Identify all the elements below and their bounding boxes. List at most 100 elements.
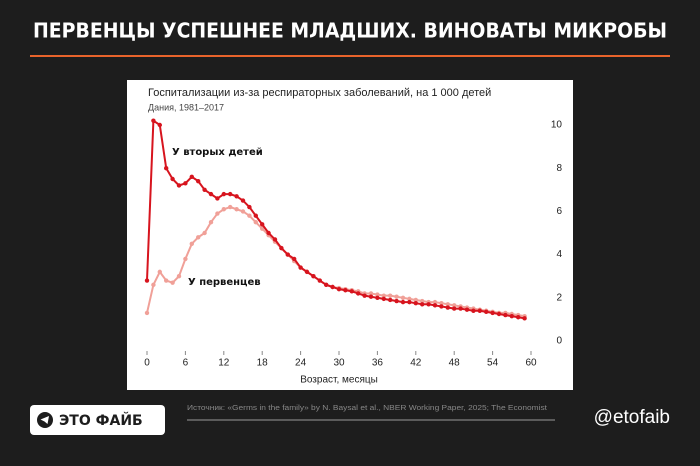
y-tick-label: 10	[551, 120, 563, 131]
data-point	[426, 302, 431, 307]
data-point	[503, 312, 508, 318]
x-tick-label: 0	[144, 358, 150, 369]
y-tick-label: 6	[556, 206, 562, 217]
source-note: Источник: «Germs in the family» by N. Ba…	[187, 405, 547, 412]
x-tick-label: 24	[295, 358, 307, 369]
data-point	[381, 293, 386, 298]
data-point	[298, 265, 303, 270]
data-point	[164, 166, 169, 171]
chart-panel	[127, 80, 573, 390]
x-tick-label: 36	[372, 358, 384, 369]
data-point	[452, 303, 457, 308]
x-tick-label: 18	[257, 358, 269, 369]
data-point	[407, 296, 412, 302]
series-label: У первенцев	[188, 277, 261, 288]
data-point	[221, 191, 226, 197]
data-point	[496, 311, 502, 317]
data-point	[208, 220, 214, 225]
data-point	[189, 241, 194, 246]
brand-badge	[30, 405, 165, 435]
chart-subtitle: Дания, 1981–2017	[148, 102, 224, 112]
data-point	[221, 207, 226, 212]
data-point	[413, 297, 418, 303]
x-axis-label: Возраст, месяцы	[300, 375, 378, 386]
data-point	[400, 299, 406, 305]
data-point	[240, 209, 246, 214]
data-point	[362, 293, 367, 298]
header-title: ПЕРВЕНЦЫ УСПЕШНЕЕ МЛАДШИХ. ВИНОВАТЫ МИКР…	[33, 19, 667, 43]
data-point	[202, 230, 207, 236]
y-tick-label: 8	[556, 163, 562, 174]
data-point	[317, 278, 322, 283]
data-point	[400, 295, 406, 300]
data-point	[266, 230, 271, 236]
data-point	[260, 222, 265, 227]
data-point	[368, 294, 374, 299]
data-point	[272, 237, 278, 242]
data-point	[432, 299, 438, 305]
data-point	[196, 235, 201, 240]
data-point	[407, 299, 412, 305]
data-point	[349, 289, 354, 294]
telegram-plane	[40, 416, 49, 424]
data-point	[413, 301, 418, 306]
data-point	[311, 274, 316, 279]
data-point	[304, 269, 310, 275]
data-point	[144, 310, 150, 316]
y-tick-label: 0	[556, 336, 562, 347]
data-point	[196, 178, 201, 184]
data-point	[228, 191, 233, 197]
data-point	[176, 274, 182, 279]
data-point	[490, 310, 495, 316]
data-point	[375, 295, 380, 300]
data-point	[234, 194, 239, 199]
data-point	[215, 211, 220, 216]
data-point	[432, 303, 438, 308]
data-point	[375, 292, 380, 297]
data-point	[324, 282, 329, 288]
data-point	[164, 278, 169, 283]
data-point	[176, 183, 182, 188]
data-point	[183, 181, 188, 186]
data-point	[170, 280, 175, 285]
data-point	[228, 204, 233, 210]
data-point	[343, 288, 348, 293]
data-point	[189, 174, 194, 180]
data-point	[234, 207, 239, 212]
data-point	[394, 298, 399, 304]
y-tick-label: 4	[556, 249, 562, 260]
data-point	[439, 304, 444, 309]
data-point	[247, 213, 252, 218]
x-tick-label: 30	[333, 358, 345, 369]
chart-title: Госпитализации из-за респираторных забол…	[148, 87, 491, 99]
data-point	[253, 213, 258, 218]
data-point	[215, 196, 220, 201]
x-tick-label: 42	[410, 358, 422, 369]
data-point	[151, 118, 156, 123]
x-tick-label: 12	[218, 358, 230, 369]
data-point	[208, 191, 214, 197]
data-point	[292, 256, 297, 262]
data-point	[202, 187, 207, 192]
data-point	[484, 309, 489, 315]
data-point	[509, 313, 514, 319]
x-tick-label: 6	[183, 358, 189, 369]
data-point	[464, 307, 470, 312]
data-point	[336, 286, 342, 292]
data-point	[157, 122, 162, 128]
data-point	[170, 176, 175, 182]
data-point	[452, 306, 457, 311]
data-point	[458, 306, 463, 311]
data-point	[394, 294, 399, 299]
data-point	[388, 297, 393, 303]
data-point	[247, 204, 252, 210]
data-point	[144, 278, 150, 283]
x-tick-label: 60	[525, 358, 537, 369]
data-point	[439, 301, 444, 306]
data-point	[445, 302, 450, 307]
y-tick-label: 2	[556, 292, 562, 303]
data-point	[330, 284, 335, 290]
brand-name: ЭТО ФАЙБ	[59, 412, 143, 429]
data-point	[420, 302, 425, 307]
